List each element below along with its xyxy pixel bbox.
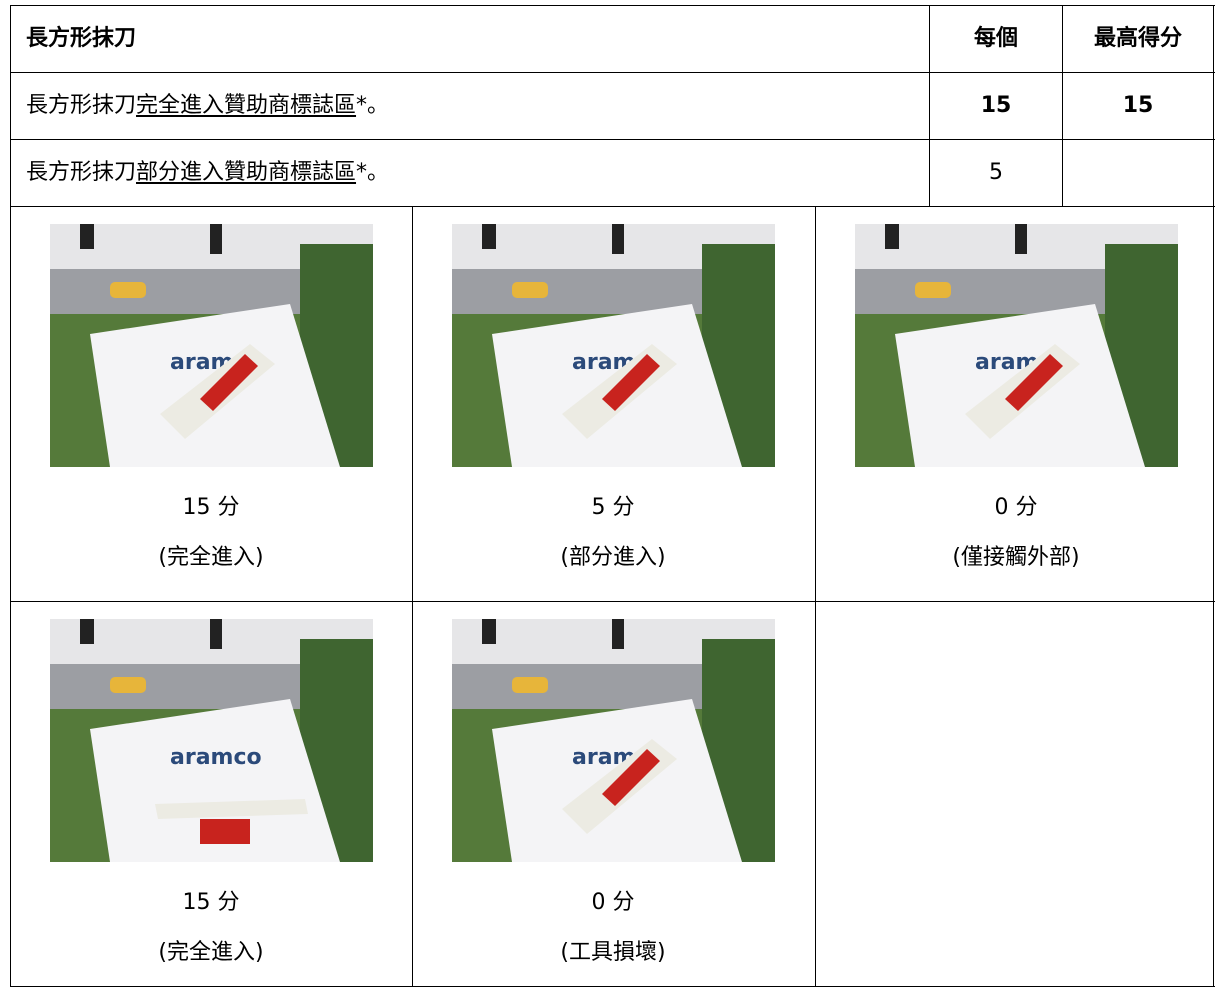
border <box>10 206 1215 207</box>
photo: aramco <box>452 619 775 862</box>
text: 長方形抹刀 <box>26 93 137 118</box>
score: 15 分 <box>182 890 240 915</box>
caption: (工具損壞) <box>560 940 666 965</box>
car <box>512 677 548 693</box>
text: *。 <box>356 160 390 185</box>
caption: (僅接觸外部) <box>952 545 1080 570</box>
road-line <box>80 619 94 644</box>
road-line <box>482 224 496 249</box>
car <box>512 282 548 298</box>
text: *。 <box>356 93 390 118</box>
score: 0 分 <box>591 890 635 915</box>
photo: aramco <box>452 224 775 467</box>
logo: aramco <box>170 745 262 770</box>
underlined-text: 完全進入贊助商標誌區 <box>136 93 357 118</box>
header-cell: 最高得分 <box>1093 26 1182 51</box>
header-cell: 每個 <box>973 26 1018 51</box>
brick <box>200 819 250 844</box>
text: 長方形抹刀 <box>26 160 137 185</box>
road-line <box>482 619 496 644</box>
brick <box>1005 354 1063 411</box>
photo: aramco <box>855 224 1178 467</box>
road-line <box>885 224 899 249</box>
photo: aramco <box>50 619 373 862</box>
header-cell: 長方形抹刀 <box>26 26 137 51</box>
brick <box>602 749 660 806</box>
each-points: 5 <box>989 160 1003 185</box>
road-line <box>612 619 624 649</box>
car <box>110 282 146 298</box>
photo: aramco <box>50 224 373 467</box>
brick <box>200 354 258 411</box>
max-points: 15 <box>1122 93 1154 118</box>
border <box>10 139 1215 140</box>
road-line <box>1015 224 1027 254</box>
border <box>1213 5 1214 987</box>
score: 5 分 <box>591 495 635 520</box>
border <box>10 5 1215 6</box>
road-line <box>210 619 222 649</box>
sign <box>90 699 340 862</box>
border <box>1062 5 1063 206</box>
each-points: 15 <box>980 93 1012 118</box>
spatula <box>155 799 308 819</box>
car <box>110 677 146 693</box>
score: 0 分 <box>994 495 1038 520</box>
road-line <box>210 224 222 254</box>
border <box>10 986 1215 987</box>
road-line <box>80 224 94 249</box>
row-text: 長方形抹刀部分進入贊助商標誌區*。 <box>26 158 389 188</box>
car <box>915 282 951 298</box>
brick <box>602 354 660 411</box>
border <box>10 5 11 987</box>
border <box>10 601 1215 602</box>
caption: (部分進入) <box>560 545 666 570</box>
border <box>412 206 413 986</box>
caption: (完全進入) <box>158 545 264 570</box>
border <box>10 72 1215 73</box>
border <box>815 206 816 986</box>
row-text: 長方形抹刀完全進入贊助商標誌區*。 <box>26 91 389 121</box>
road-line <box>612 224 624 254</box>
caption: (完全進入) <box>158 940 264 965</box>
border <box>929 5 930 206</box>
underlined-text: 部分進入贊助商標誌區 <box>136 160 357 185</box>
score: 15 分 <box>182 495 240 520</box>
